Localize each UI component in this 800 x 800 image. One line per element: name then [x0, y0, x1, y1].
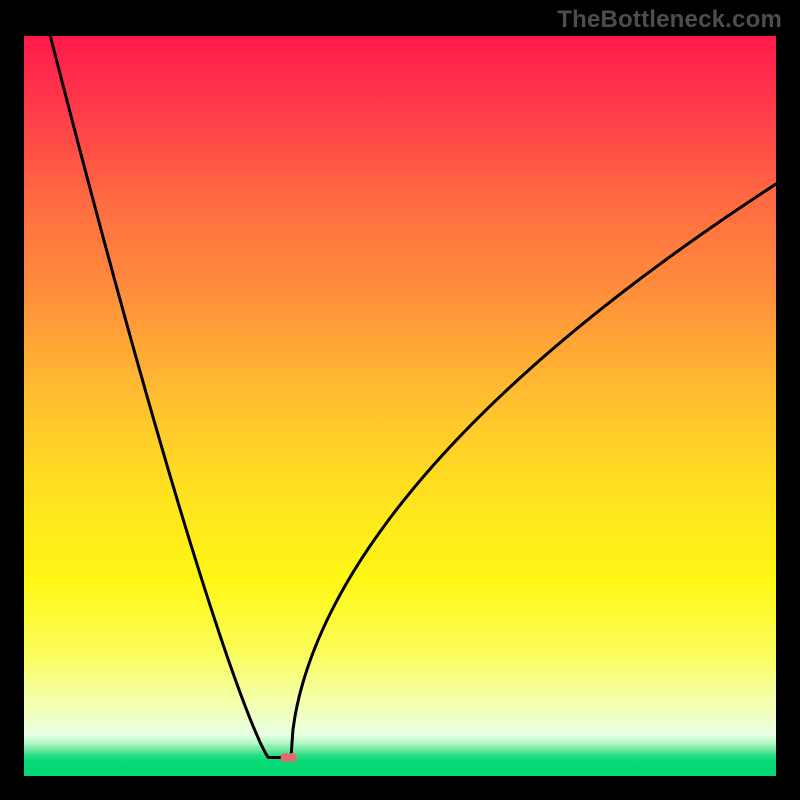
chart-plot-area: [24, 36, 776, 776]
chart-background: [24, 36, 776, 776]
chart-svg: [24, 36, 776, 776]
watermark-text: TheBottleneck.com: [557, 6, 782, 34]
chart-frame: TheBottleneck.com: [0, 0, 800, 800]
